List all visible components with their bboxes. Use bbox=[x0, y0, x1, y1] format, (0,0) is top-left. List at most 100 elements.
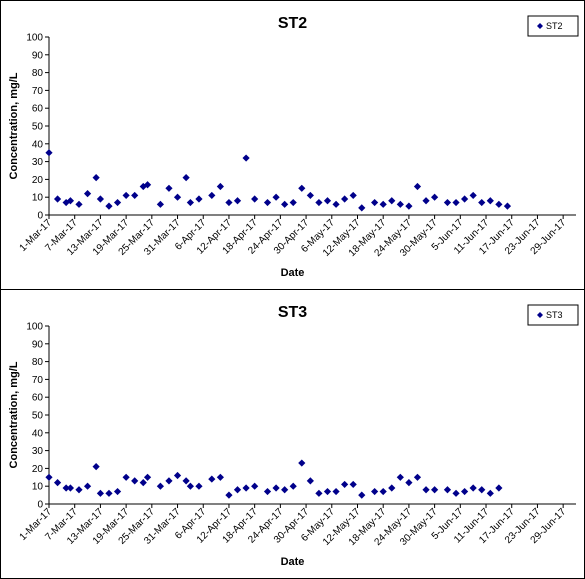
data-point bbox=[143, 473, 152, 481]
data-point bbox=[263, 198, 272, 207]
data-point bbox=[195, 482, 203, 490]
legend-marker-icon bbox=[537, 312, 543, 318]
y-tick-label: 50 bbox=[32, 122, 44, 133]
data-point bbox=[263, 487, 272, 496]
data-point bbox=[298, 184, 306, 192]
chart-panel-st2: ST2 0 10 20 30 40 50 60 70 80 90 100 1-Mar-17 7-Mar-1… bbox=[0, 0, 585, 290]
data-point bbox=[349, 191, 357, 200]
chart-st3: ST301020304050607080901001-Mar-177-Mar-1… bbox=[8, 304, 579, 568]
y-tick-label: 90 bbox=[32, 339, 44, 350]
data-point bbox=[332, 487, 340, 496]
data-point bbox=[469, 484, 477, 492]
data-point bbox=[113, 487, 122, 496]
legend-box bbox=[527, 304, 579, 326]
data-point bbox=[281, 200, 289, 208]
chart-title: ST2 bbox=[278, 15, 307, 32]
data-point bbox=[298, 459, 306, 467]
data-point bbox=[92, 463, 100, 471]
data-point bbox=[173, 471, 182, 480]
data-point bbox=[105, 489, 113, 497]
y-tick-label: 30 bbox=[32, 446, 44, 457]
y-axis-title: Concentration, mg/L bbox=[8, 72, 20, 179]
x-axis-title: Date bbox=[281, 267, 305, 279]
data-point bbox=[165, 477, 173, 485]
data-point bbox=[45, 149, 53, 157]
legend-label: ST2 bbox=[546, 21, 563, 31]
data-point bbox=[388, 197, 396, 205]
y-tick-label: 60 bbox=[32, 104, 44, 115]
data-point bbox=[66, 197, 75, 205]
data-point bbox=[452, 489, 460, 497]
data-point bbox=[182, 477, 190, 485]
y-tick-label: 10 bbox=[32, 482, 44, 493]
x-axis-title: Date bbox=[281, 556, 305, 568]
data-point bbox=[422, 197, 430, 205]
data-point bbox=[216, 182, 224, 191]
data-point bbox=[251, 195, 259, 203]
data-point bbox=[306, 191, 314, 200]
data-point bbox=[242, 154, 250, 162]
legend-marker-icon bbox=[537, 23, 543, 29]
data-point bbox=[478, 486, 486, 494]
data-point bbox=[503, 202, 512, 210]
data-point bbox=[486, 489, 494, 497]
legend: ST2 bbox=[527, 15, 579, 37]
data-point bbox=[396, 200, 404, 208]
y-tick-label: 20 bbox=[32, 175, 44, 186]
data-point bbox=[156, 200, 164, 208]
data-point bbox=[478, 198, 486, 207]
data-point bbox=[358, 204, 366, 212]
data-point bbox=[358, 491, 366, 499]
data-point bbox=[272, 484, 280, 492]
data-point bbox=[83, 190, 92, 198]
data-point bbox=[156, 482, 164, 490]
data-point bbox=[405, 202, 413, 210]
data-point bbox=[306, 477, 314, 485]
data-point bbox=[323, 197, 332, 205]
y-tick-label: 80 bbox=[32, 357, 44, 368]
data-point bbox=[443, 486, 452, 494]
data-point bbox=[186, 198, 194, 207]
data-point bbox=[75, 200, 83, 208]
data-point bbox=[139, 479, 147, 487]
data-point bbox=[105, 202, 113, 210]
data-point bbox=[233, 197, 242, 205]
data-point bbox=[281, 486, 289, 494]
data-point bbox=[225, 198, 233, 207]
y-tick-label: 0 bbox=[37, 500, 43, 511]
data-point bbox=[45, 473, 53, 481]
data-point bbox=[443, 198, 452, 207]
y-tick-label: 100 bbox=[26, 33, 43, 44]
data-point bbox=[216, 473, 224, 481]
data-point bbox=[396, 473, 404, 481]
data-point bbox=[341, 195, 349, 203]
data-point bbox=[208, 191, 216, 200]
legend-box bbox=[527, 15, 579, 37]
data-point bbox=[341, 480, 349, 489]
data-point bbox=[113, 198, 122, 207]
data-point bbox=[96, 489, 105, 497]
data-point bbox=[452, 198, 460, 207]
data-point bbox=[379, 200, 387, 208]
data-point bbox=[122, 473, 130, 481]
data-point bbox=[315, 198, 323, 207]
data-point bbox=[495, 484, 503, 492]
data-point bbox=[405, 479, 413, 487]
data-point bbox=[349, 480, 357, 489]
data-point bbox=[413, 473, 422, 481]
chart-st2: ST201020304050607080901001-Mar-177-Mar-1… bbox=[8, 15, 579, 279]
data-point bbox=[272, 193, 280, 201]
data-point bbox=[461, 195, 469, 203]
data-point bbox=[242, 484, 250, 492]
y-tick-label: 20 bbox=[32, 464, 44, 475]
data-point bbox=[208, 475, 216, 483]
data-point bbox=[422, 486, 430, 494]
y-tick-label: 60 bbox=[32, 393, 44, 404]
data-point bbox=[122, 191, 130, 200]
data-point bbox=[96, 195, 105, 203]
data-point bbox=[289, 198, 297, 207]
data-point bbox=[53, 479, 62, 487]
data-point bbox=[461, 487, 469, 496]
y-tick-label: 80 bbox=[32, 68, 44, 79]
y-tick-label: 30 bbox=[32, 157, 44, 168]
